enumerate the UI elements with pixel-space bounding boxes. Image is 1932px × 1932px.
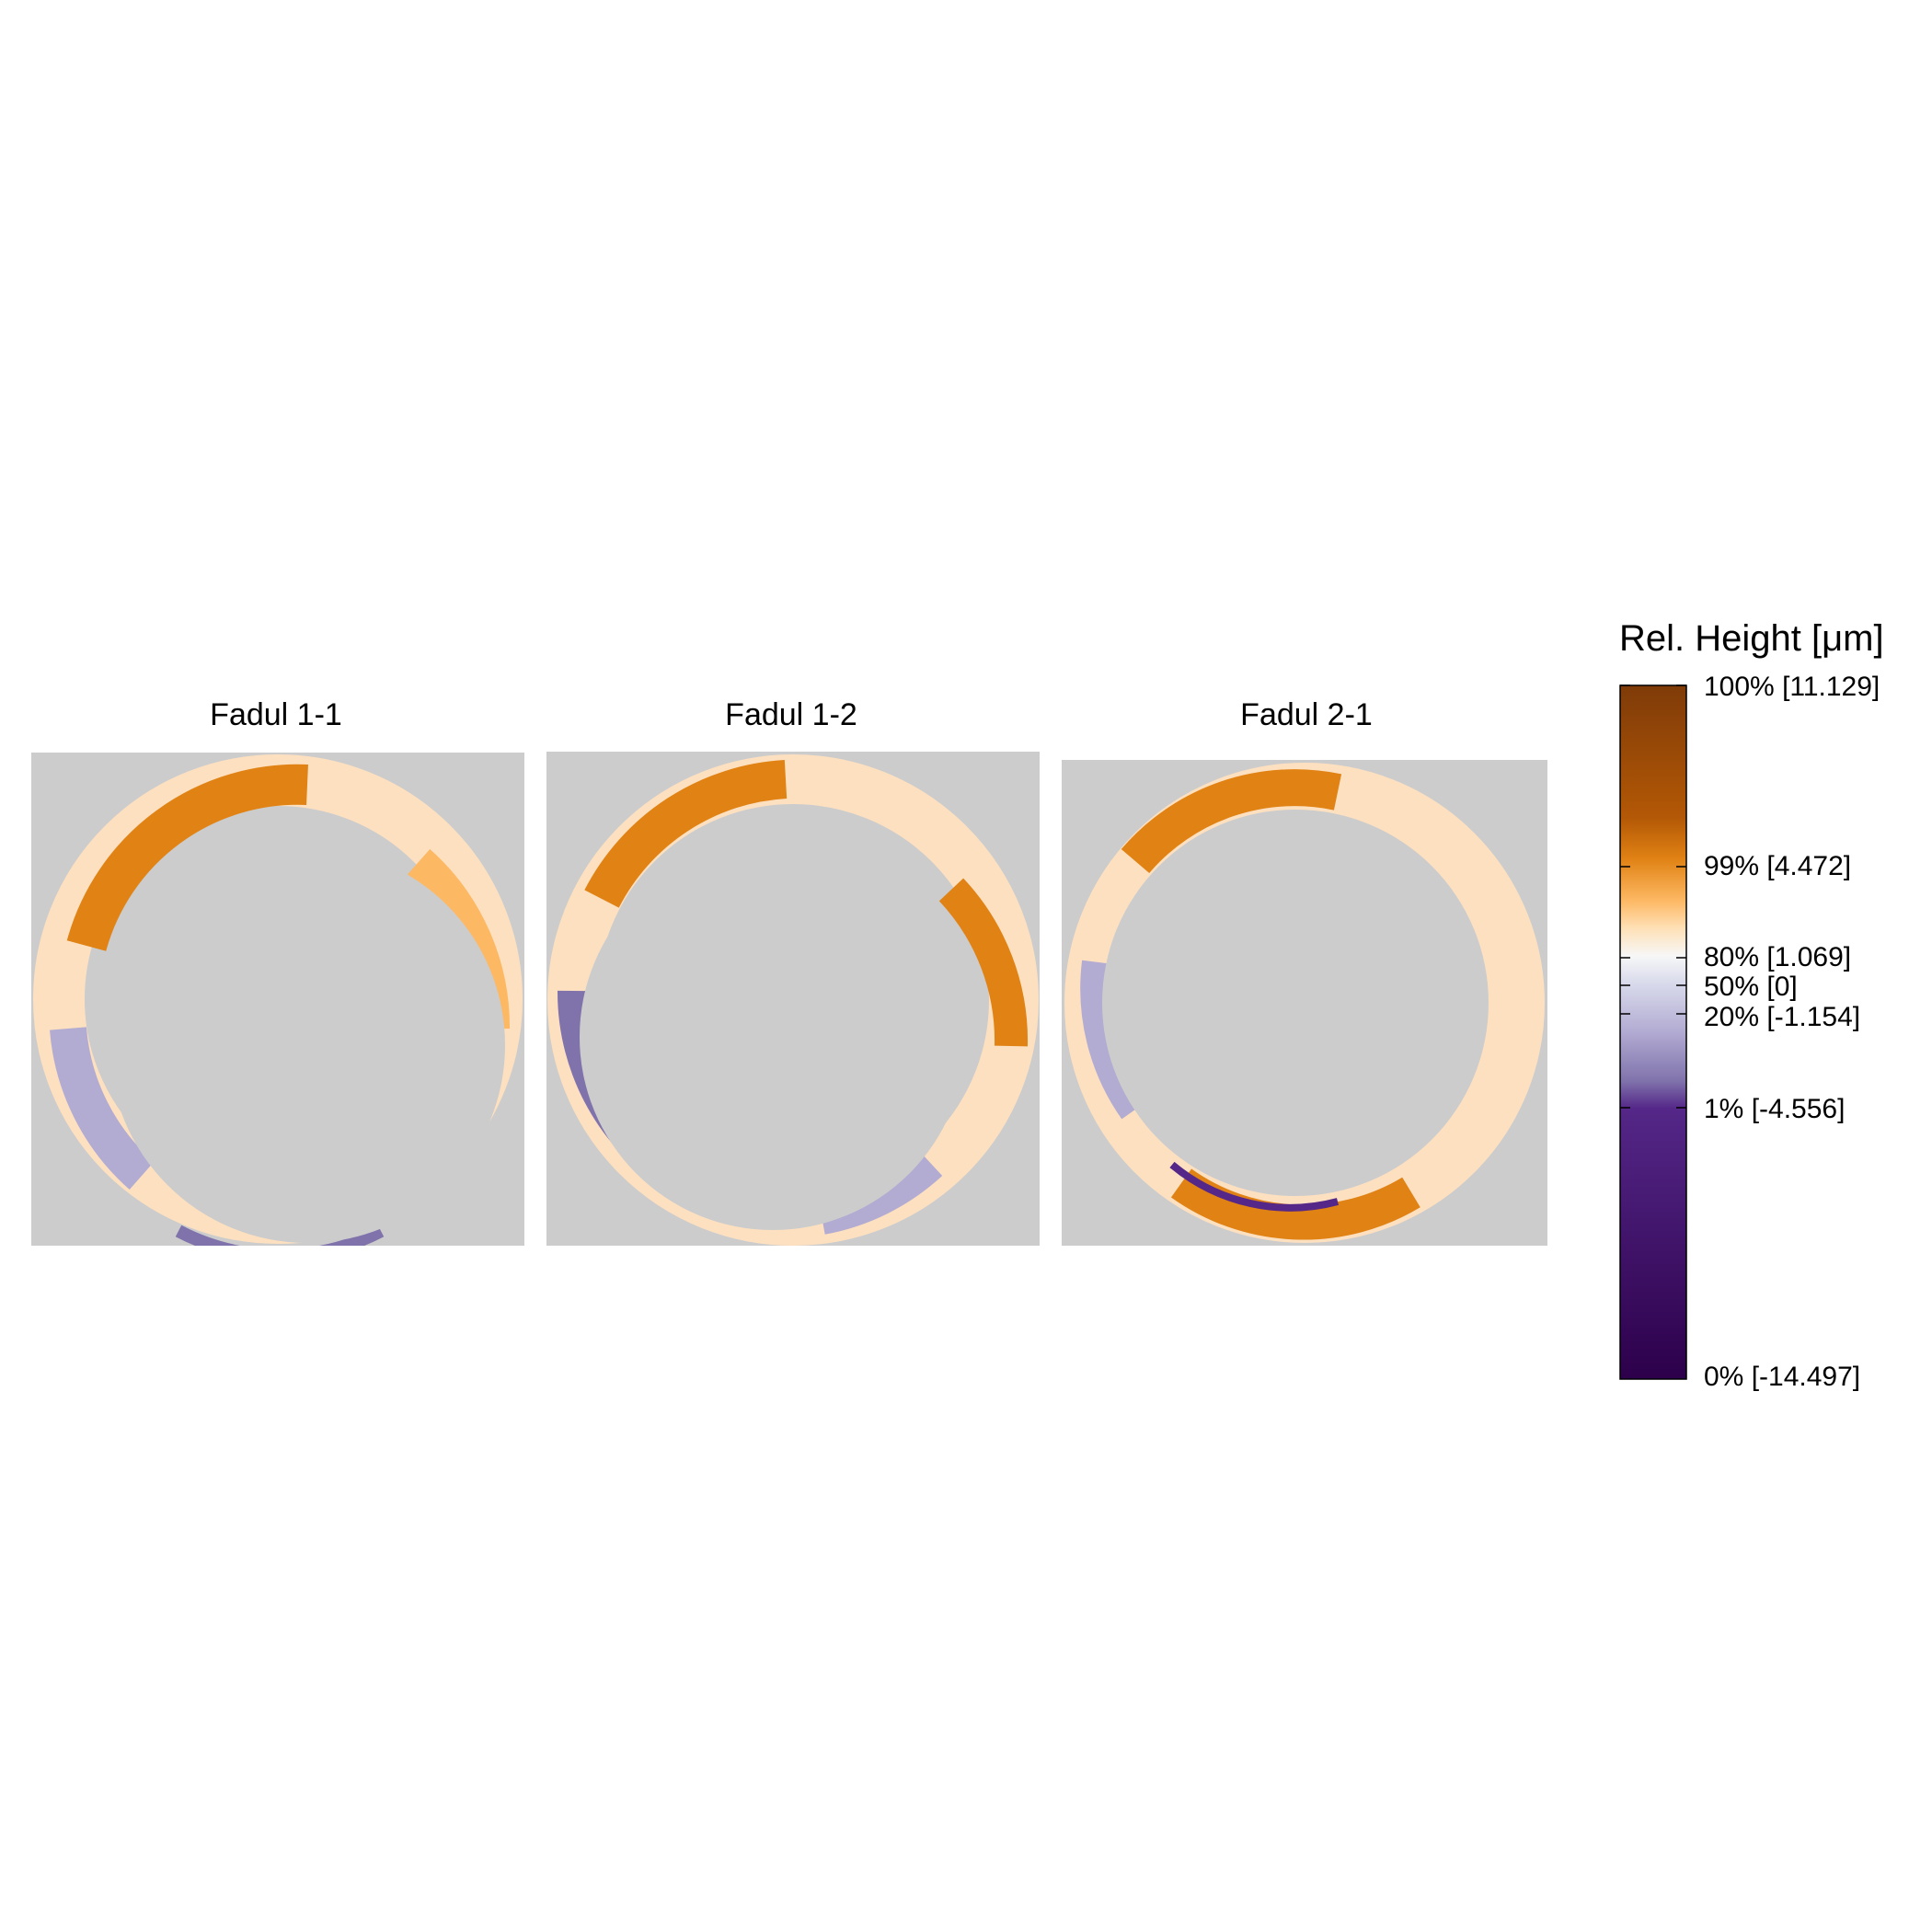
legend-label-1: 1% [-4.556]	[1704, 1094, 1846, 1124]
panel-title-2: Fadul 1-2	[725, 697, 857, 732]
panel-title-1: Fadul 1-1	[210, 697, 342, 732]
legend-label-100: 100% [11.129]	[1704, 672, 1880, 702]
ring-high-region	[66, 764, 308, 952]
ring-mid-region	[1170, 1168, 1420, 1240]
legend-label-80: 80% [1.069]	[1704, 942, 1852, 972]
ring-edge-region	[175, 1225, 385, 1246]
panel-title-3: Fadul 2-1	[1240, 697, 1373, 732]
legend-label-99: 99% [4.472]	[1704, 851, 1852, 881]
firing-pin-region	[1102, 810, 1489, 1196]
legend-title: Rel. Height [μm]	[1619, 618, 1884, 659]
legend-label-0: 0% [-14.497]	[1704, 1362, 1861, 1392]
ring-mid-region	[938, 878, 1029, 1047]
ring-edge-region	[1169, 1161, 1340, 1212]
legend-label-50: 50% [0]	[1704, 972, 1798, 1002]
scan-panel-fadul-1-1	[31, 753, 524, 1246]
scan-panel-fadul-1-2	[546, 752, 1040, 1246]
scan-panel-fadul-2-1	[1062, 760, 1547, 1246]
firing-pin-region	[580, 844, 966, 1230]
ring-high-region	[1121, 769, 1342, 874]
color-scale-bar	[1619, 684, 1687, 1380]
ring-high-region	[584, 760, 788, 908]
ring-low-region	[50, 1027, 155, 1190]
legend-label-20: 20% [-1.154]	[1704, 1002, 1861, 1032]
firing-pin-region	[109, 847, 505, 1243]
color-scale-fill	[1619, 684, 1687, 1380]
